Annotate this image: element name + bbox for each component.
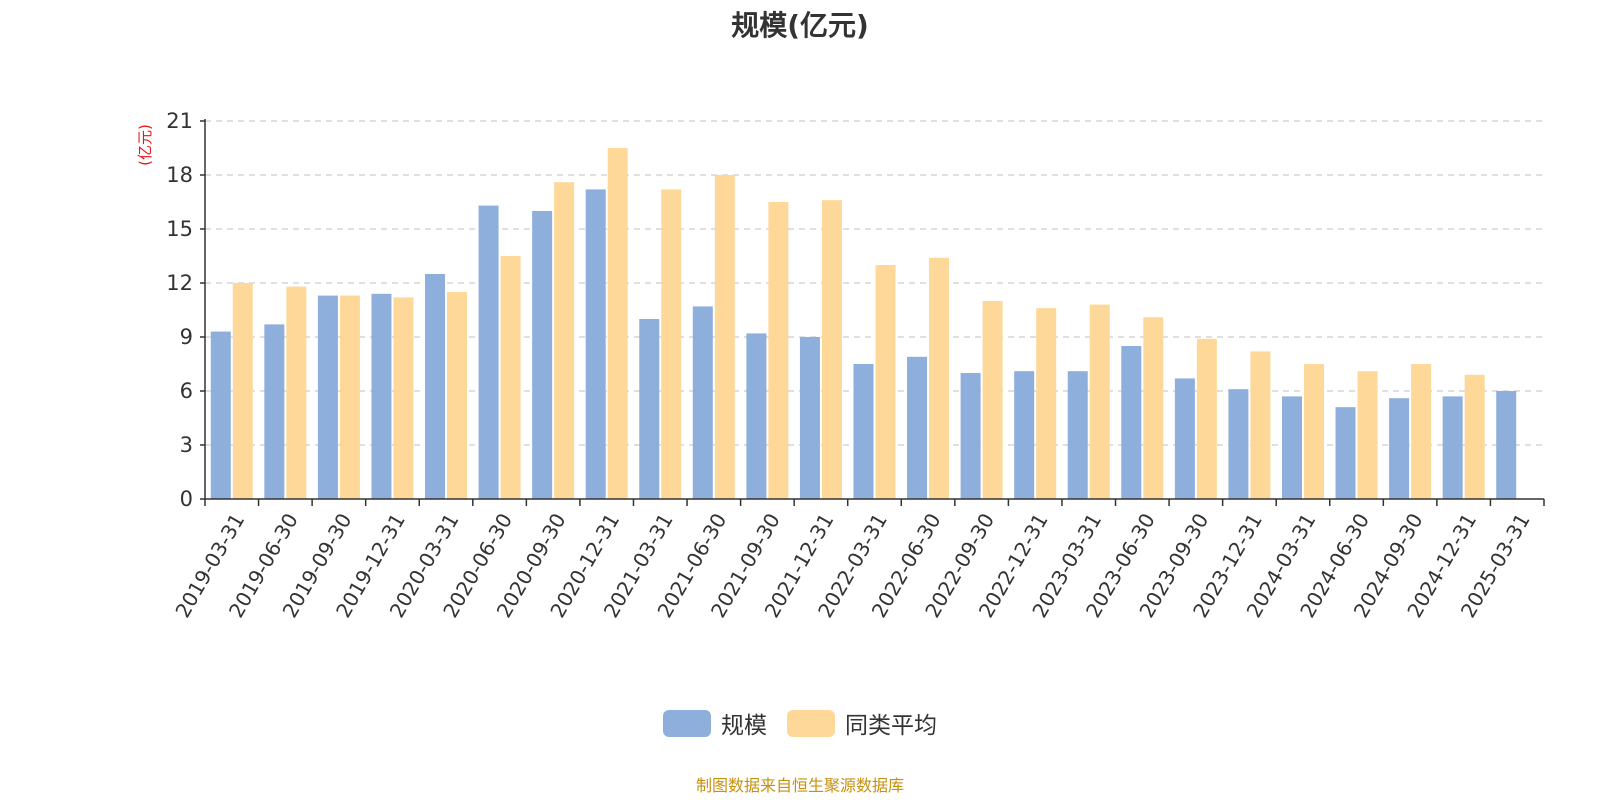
bar-series-1-2024-03-31 [1281,396,1302,499]
bar-chart: 0369121518212019-03-312019-06-302019-09-… [136,109,1545,622]
bar-series-2-2023-12-31 [1250,351,1271,499]
bar-series-2-2024-12-31 [1464,374,1485,499]
bar-series-1-2022-09-30 [960,373,981,499]
legend-item-series-2[interactable]: 同类平均 [787,706,937,740]
y-tick-label: 18 [166,163,193,187]
bar-series-1-2019-06-30 [264,324,285,499]
bar-series-1-2023-12-31 [1228,389,1249,499]
legend-label-series-1: 规模 [721,713,767,739]
chart-title: 规模(亿元) [731,9,869,42]
bar-series-2-2022-06-30 [929,257,950,499]
y-tick-label: 9 [180,325,193,349]
bar-series-2-2020-09-30 [554,182,575,499]
bar-series-2-2020-06-30 [500,256,521,499]
bar-series-1-2022-12-31 [1014,371,1035,499]
bar-series-1-2020-03-31 [425,274,446,499]
bar-series-1-2022-06-30 [907,356,928,499]
bar-series-2-2023-06-30 [1143,317,1164,499]
bar-series-2-2024-03-31 [1303,364,1324,499]
bar-series-2-2020-03-31 [447,292,468,499]
bar-series-1-2020-06-30 [478,205,499,499]
bar-series-2-2019-03-31 [232,283,253,499]
bar-series-2-2021-06-30 [714,175,735,499]
legend-item-series-1[interactable]: 规模 [663,706,767,740]
bar-series-1-2024-09-30 [1389,398,1410,499]
bar-series-2-2021-03-31 [661,189,682,499]
bar-series-2-2024-06-30 [1357,371,1378,499]
y-tick-label: 12 [166,271,193,295]
y-tick-label: 21 [166,109,193,133]
bar-series-2-2023-09-30 [1196,338,1217,499]
bar-series-2-2021-12-31 [821,200,842,499]
bar-series-1-2023-03-31 [1067,371,1088,499]
bar-series-1-2023-09-30 [1174,378,1195,499]
bar-series-1-2020-09-30 [532,211,553,499]
bar-series-2-2022-09-30 [982,301,1003,499]
y-tick-label: 15 [166,217,193,241]
bar-series-2-2022-03-31 [875,265,896,499]
bar-series-1-2024-12-31 [1442,396,1463,499]
bar-series-2-2019-12-31 [393,297,414,499]
bar-series-1-2019-12-31 [371,293,392,499]
source-note: 制图数据来自恒生聚源数据库 [695,776,904,795]
bar-series-2-2024-09-30 [1411,364,1432,499]
bars [210,148,1517,499]
bar-series-1-2022-03-31 [853,364,874,499]
y-axis-unit-label: (亿元) [136,124,154,166]
bar-series-1-2019-09-30 [317,295,338,499]
bar-series-1-2019-03-31 [210,331,231,499]
bar-series-2-2019-06-30 [286,286,307,499]
legend-label-series-2: 同类平均 [845,713,937,739]
bar-series-1-2021-09-30 [746,333,767,499]
bar-series-2-2022-12-31 [1036,308,1057,499]
bar-series-1-2021-06-30 [692,306,713,499]
y-tick-label: 0 [180,487,193,511]
legend-swatch-series-1 [663,709,711,737]
bar-series-2-2023-03-31 [1089,304,1110,499]
y-tick-label: 6 [180,379,193,403]
bar-series-1-2020-12-31 [585,189,606,499]
bar-series-2-2019-09-30 [339,295,360,499]
legend-swatch-series-2 [787,709,835,737]
y-tick-label: 3 [180,433,193,457]
bar-series-1-2021-03-31 [639,319,660,499]
legend: 规模 同类平均 [0,706,1600,740]
bar-series-2-2020-12-31 [607,148,628,499]
bar-series-2-2021-09-30 [768,202,789,499]
bar-series-1-2024-06-30 [1335,407,1356,499]
bar-series-1-2023-06-30 [1121,346,1142,499]
bar-series-1-2025-03-31 [1496,391,1517,499]
bar-series-1-2021-12-31 [799,337,820,499]
